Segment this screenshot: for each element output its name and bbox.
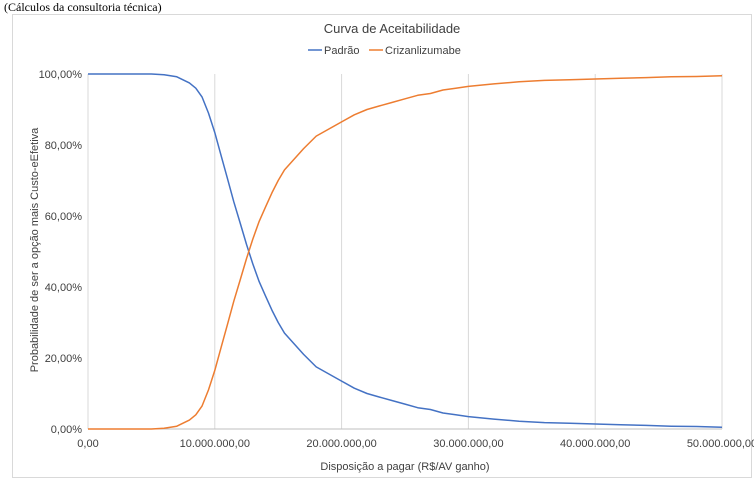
legend-label-crizanlizumabe: Crizanlizumabe <box>385 45 461 57</box>
figure-caption: (Cálculos da consultoria técnica) <box>4 0 162 14</box>
series-line-padrao <box>88 73 723 428</box>
y-axis-ticks: 0,00% 20,00% 40,00% 60,00% 80,00% 100,00% <box>39 69 83 436</box>
x-axis-title: Disposição a pagar (R$/AV ganho) <box>320 461 489 473</box>
x-tick-label-1: 10.000.000,00 <box>180 438 250 450</box>
chart-title: Curva de Aceitabilidade <box>324 21 461 36</box>
x-tick-label-2: 20.000.000,00 <box>306 438 376 450</box>
y-tick-label-1: 20,00% <box>45 353 83 365</box>
legend: Padrão Crizanlizumabe <box>308 45 461 57</box>
x-tick-label-4: 40.000.000,00 <box>560 438 630 450</box>
y-tick-label-2: 40,00% <box>45 282 83 294</box>
series-lines <box>88 73 723 430</box>
y-tick-label-5: 100,00% <box>39 69 83 81</box>
chart-frame <box>12 14 752 478</box>
y-tick-label-4: 80,00% <box>45 140 83 152</box>
y-axis-title: Probabilidade de ser a opção mais Custo-… <box>29 127 41 372</box>
legend-label-padrao: Padrão <box>324 45 359 57</box>
y-tick-label-3: 60,00% <box>45 211 83 223</box>
x-tick-label-0: 0,00 <box>77 438 98 450</box>
y-tick-label-0: 0,00% <box>51 424 82 436</box>
grid-lines <box>87 74 723 430</box>
x-axis-ticks: 0,00 10.000.000,00 20.000.000,00 30.000.000… <box>77 438 754 450</box>
x-tick-label-5: 50.000.000,00 <box>687 438 754 450</box>
series-line-crizanlizumabe <box>88 75 723 430</box>
x-tick-label-3: 30.000.000,00 <box>433 438 503 450</box>
